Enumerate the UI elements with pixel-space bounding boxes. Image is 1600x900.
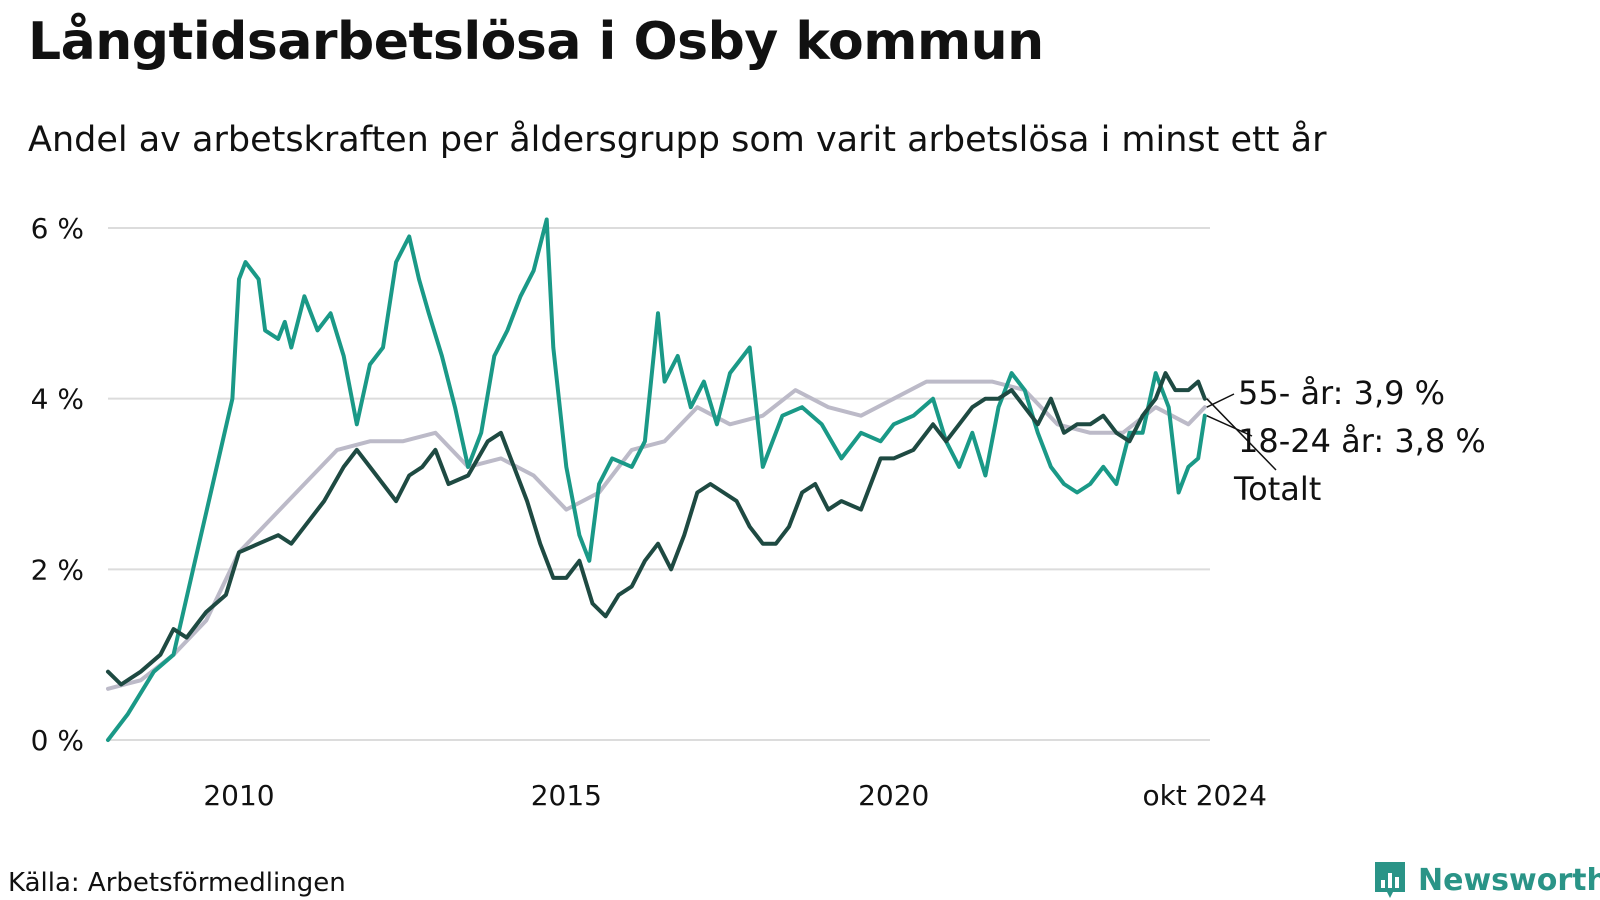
chart-title: Långtidsarbetslösa i Osby kommun <box>28 12 1044 72</box>
brand-name: Newsworthy <box>1418 862 1600 898</box>
source-note: Källa: Arbetsförmedlingen <box>8 868 346 898</box>
x-tick-label: 2020 <box>858 779 929 812</box>
direct-label-55-: 55- år: 3,9 % <box>1238 374 1445 412</box>
x-tick-label: 2010 <box>203 779 274 812</box>
newsworthy-logo-icon <box>1375 862 1405 898</box>
series-lines <box>106 217 1207 742</box>
leader-line-Totalt <box>1206 398 1277 471</box>
x-axis-ticks: 2010 2015 2020 okt 2024 <box>203 779 1267 812</box>
x-tick-label: 2015 <box>531 779 602 812</box>
series-line-Totalt <box>106 371 1207 687</box>
y-tick-label: 0 % <box>31 724 84 757</box>
x-tick-label: okt 2024 <box>1143 779 1267 812</box>
direct-label-Totalt: Totalt <box>1233 470 1321 508</box>
y-tick-label: 4 % <box>31 383 84 416</box>
series-line-18-24 <box>106 217 1207 742</box>
y-axis-ticks: 0 % 2 % 4 % 6 % <box>31 212 84 757</box>
brand-logo[interactable]: Newsworthy <box>1372 860 1600 900</box>
y-tick-label: 2 % <box>31 553 84 586</box>
direct-label-18-24: 18-24 år: 3,8 % <box>1238 422 1486 460</box>
chart-subtitle: Andel av arbetskraften per åldersgrupp s… <box>28 120 1327 160</box>
direct-labels: 55- år: 3,9 % 18-24 år: 3,8 % Totalt <box>1206 374 1486 508</box>
leader-line-55- <box>1206 393 1235 408</box>
y-tick-label: 6 % <box>31 212 84 245</box>
series-line-55- <box>106 379 1207 691</box>
leader-line-18-24 <box>1206 415 1253 437</box>
gridlines <box>108 227 1210 741</box>
